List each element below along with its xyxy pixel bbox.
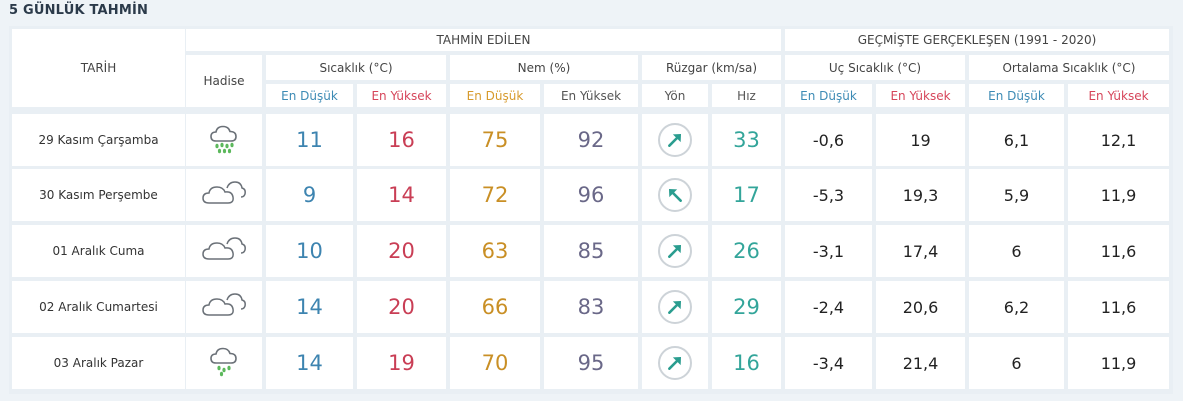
wind-direction-cell <box>642 337 708 389</box>
average-low-value: 6 <box>969 337 1064 389</box>
humidity-low-value: 66 <box>450 281 540 333</box>
header-phenomenon: Hadise <box>186 55 262 107</box>
weather-condition-cell <box>186 337 262 389</box>
average-low-value: 6,2 <box>969 281 1064 333</box>
extreme-low-value: -0,6 <box>785 114 872 166</box>
wind-direction-cell <box>642 114 708 166</box>
forecast-date: 30 Kasım Perşembe <box>12 169 185 221</box>
sub-average-low: En Düşük <box>969 84 1064 107</box>
cloud-icon <box>201 290 247 324</box>
humidity-low-value: 63 <box>450 225 540 277</box>
humidity-low-value: 70 <box>450 337 540 389</box>
sub-temp-low: En Düşük <box>266 84 353 107</box>
wind-speed-value: 17 <box>712 169 781 221</box>
weather-condition-cell <box>186 225 262 277</box>
wind-direction-arrow-icon <box>658 290 692 324</box>
wind-speed-value: 26 <box>712 225 781 277</box>
wind-direction-cell <box>642 281 708 333</box>
temp-low-value: 14 <box>266 281 353 333</box>
humidity-high-value: 96 <box>544 169 638 221</box>
wind-speed-value: 33 <box>712 114 781 166</box>
temp-high-value: 14 <box>357 169 446 221</box>
average-low-value: 6 <box>969 225 1064 277</box>
header-forecast: TAHMİN EDİLEN <box>186 29 781 51</box>
header-extreme-temp: Uç Sıcaklık (°C) <box>785 55 965 80</box>
average-low-value: 5,9 <box>969 169 1064 221</box>
average-low-value: 6,1 <box>969 114 1064 166</box>
humidity-high-value: 95 <box>544 337 638 389</box>
header-date: TARİH <box>12 29 185 107</box>
weather-condition-cell <box>186 114 262 166</box>
weather-condition-cell <box>186 281 262 333</box>
header-humidity: Nem (%) <box>450 55 638 80</box>
forecast-date: 01 Aralık Cuma <box>12 225 185 277</box>
forecast-date: 02 Aralık Cumartesi <box>12 281 185 333</box>
extreme-high-value: 19,3 <box>876 169 965 221</box>
humidity-high-value: 85 <box>544 225 638 277</box>
light-rain-cloud-icon <box>207 344 241 382</box>
temp-high-value: 19 <box>357 337 446 389</box>
humidity-high-value: 92 <box>544 114 638 166</box>
temp-high-value: 20 <box>357 225 446 277</box>
extreme-low-value: -3,1 <box>785 225 872 277</box>
average-high-value: 12,1 <box>1068 114 1169 166</box>
page-title: 5 GÜNLÜK TAHMİN <box>9 3 149 18</box>
extreme-high-value: 19 <box>876 114 965 166</box>
wind-direction-arrow-icon <box>658 234 692 268</box>
header-temperature: Sıcaklık (°C) <box>266 55 446 80</box>
extreme-high-value: 17,4 <box>876 225 965 277</box>
average-high-value: 11,9 <box>1068 169 1169 221</box>
wind-direction-cell <box>642 225 708 277</box>
temp-low-value: 9 <box>266 169 353 221</box>
weather-condition-cell <box>186 169 262 221</box>
temp-high-value: 20 <box>357 281 446 333</box>
wind-speed-value: 29 <box>712 281 781 333</box>
wind-speed-value: 16 <box>712 337 781 389</box>
sub-wind-speed: Hız <box>712 84 781 107</box>
forecast-date: 03 Aralık Pazar <box>12 337 185 389</box>
sub-temp-high: En Yüksek <box>357 84 446 107</box>
extreme-low-value: -2,4 <box>785 281 872 333</box>
extreme-high-value: 20,6 <box>876 281 965 333</box>
header-historical: GEÇMİŞTE GERÇEKLEŞEN (1991 - 2020) <box>785 29 1169 51</box>
header-average-temp: Ortalama Sıcaklık (°C) <box>969 55 1169 80</box>
forecast-table: TARİH TAHMİN EDİLEN GEÇMİŞTE GERÇEKLEŞEN (… <box>9 26 1173 394</box>
cloud-icon <box>201 178 247 212</box>
wind-direction-cell <box>642 169 708 221</box>
sub-extreme-high: En Yüksek <box>876 84 965 107</box>
temp-high-value: 16 <box>357 114 446 166</box>
sub-extreme-low: En Düşük <box>785 84 872 107</box>
forecast-date: 29 Kasım Çarşamba <box>12 114 185 166</box>
wind-direction-arrow-icon <box>658 178 692 212</box>
cloud-icon <box>201 234 247 268</box>
humidity-low-value: 75 <box>450 114 540 166</box>
humidity-low-value: 72 <box>450 169 540 221</box>
temp-low-value: 11 <box>266 114 353 166</box>
wind-direction-arrow-icon <box>658 123 692 157</box>
extreme-high-value: 21,4 <box>876 337 965 389</box>
temp-low-value: 14 <box>266 337 353 389</box>
rain-cloud-icon <box>207 121 241 159</box>
average-high-value: 11,9 <box>1068 337 1169 389</box>
wind-direction-arrow-icon <box>658 346 692 380</box>
sub-humidity-low: En Düşük <box>450 84 540 107</box>
extreme-low-value: -3,4 <box>785 337 872 389</box>
sub-average-high: En Yüksek <box>1068 84 1169 107</box>
extreme-low-value: -5,3 <box>785 169 872 221</box>
temp-low-value: 10 <box>266 225 353 277</box>
sub-humidity-high: En Yüksek <box>544 84 638 107</box>
average-high-value: 11,6 <box>1068 281 1169 333</box>
humidity-high-value: 83 <box>544 281 638 333</box>
sub-wind-direction: Yön <box>642 84 708 107</box>
header-wind: Rüzgar (km/sa) <box>642 55 781 80</box>
average-high-value: 11,6 <box>1068 225 1169 277</box>
